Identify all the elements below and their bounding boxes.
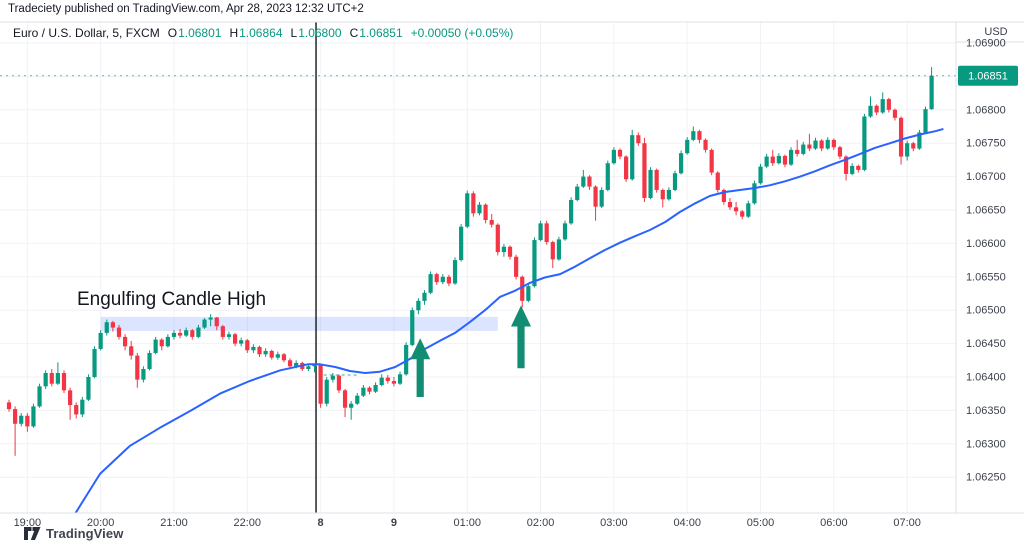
moving-average-line[interactable]: [74, 128, 944, 514]
price-tick-label: 1.06600: [966, 238, 1006, 250]
time-tick-label: 05:00: [747, 517, 775, 529]
symbol-header: Euro / U.S. Dollar, 5, FXCM O1.06801 H1.…: [13, 26, 513, 40]
chart-plot-area[interactable]: [0, 22, 956, 513]
candlestick-series: [6, 67, 934, 456]
tradingview-logo-text: TradingView: [46, 526, 124, 541]
ohlc-low: L1.06800: [291, 26, 342, 40]
ohlc-low-label: L: [290, 26, 298, 40]
time-tick-label: 21:00: [160, 517, 188, 529]
price-tick-label: 1.06250: [966, 472, 1006, 484]
up-arrow-2[interactable]: [511, 305, 531, 369]
price-tick-label: 1.06500: [966, 305, 1006, 317]
price-tick-label: 1.06900: [966, 38, 1006, 50]
price-tick-label: 1.06800: [966, 104, 1006, 116]
price-tick-label: 1.06550: [966, 271, 1006, 283]
last-price-badge: [958, 65, 1018, 86]
time-tick-label: 22:00: [234, 517, 262, 529]
ohlc-high: H1.06864: [229, 26, 282, 40]
chart-borders: [0, 21, 1024, 514]
last-price-badge-value: 1.06851: [968, 71, 1008, 83]
engulfing-high-band[interactable]: [100, 316, 498, 331]
gridlines: [0, 22, 956, 513]
price-tick-label: 1.06750: [966, 138, 1006, 150]
engulfing-candle-high-label[interactable]: Engulfing Candle High: [77, 289, 267, 310]
price-tick-label: 1.06350: [966, 405, 1006, 417]
up-arrow-1[interactable]: [410, 338, 431, 397]
time-tick-label: 06:00: [820, 517, 848, 529]
time-axis[interactable]: 19:00 20:00 21:00 22:00 8 9 01:00 02:00 03:00 04:…: [14, 517, 921, 529]
ohlc-open-value: 1.06801: [178, 26, 222, 40]
change-value: +0.00050 (+0.05%): [410, 26, 514, 40]
ohlc-close-label: C: [349, 26, 359, 40]
time-tick-label: 01:00: [453, 517, 481, 529]
price-tick-label: 1.06400: [966, 372, 1006, 384]
price-tick-label: 1.06650: [966, 205, 1006, 217]
time-tick-label: 9: [391, 517, 397, 529]
ohlc-open: O1.06801: [168, 26, 222, 40]
ohlc-high-value: 1.06864: [239, 26, 283, 40]
price-tick-label: 1.06700: [966, 171, 1006, 183]
time-tick-label: 19:00: [14, 517, 42, 529]
time-tick-label: 07:00: [893, 517, 921, 529]
price-axis-currency: USD: [984, 26, 1007, 38]
ohlc-low-value: 1.06800: [298, 26, 342, 40]
ohlc-close-value: 1.06851: [359, 26, 403, 40]
tradingview-watermark[interactable]: TradingView: [24, 526, 123, 541]
tradingview-logo-icon: [24, 527, 41, 540]
attribution-text: Tradeciety published on TradingView.com,…: [8, 3, 364, 15]
price-tick-label: 1.06450: [966, 338, 1006, 350]
ohlc-close: C1.06851: [350, 26, 403, 40]
time-tick-label: 8: [318, 517, 324, 529]
time-tick-label: 04:00: [673, 517, 701, 529]
time-tick-label: 03:00: [600, 517, 628, 529]
ohlc-open-label: O: [167, 26, 178, 40]
time-tick-label: 02:00: [527, 517, 555, 529]
symbol-title[interactable]: Euro / U.S. Dollar, 5, FXCM: [13, 26, 160, 40]
time-tick-label: 20:00: [87, 517, 115, 529]
ohlc-high-label: H: [229, 26, 239, 40]
price-tick-label: 1.06300: [966, 438, 1006, 450]
